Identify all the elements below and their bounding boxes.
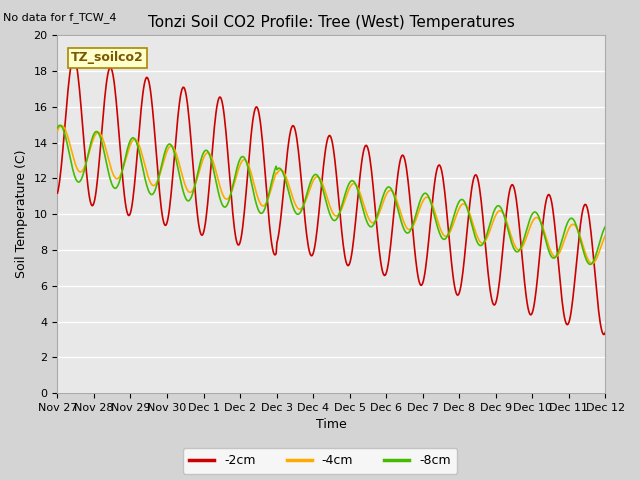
-8cm xyxy=(120,158,128,164)
-8cm xyxy=(415,202,422,208)
-8cm xyxy=(176,175,184,181)
-4cm xyxy=(120,161,128,167)
-2cm xyxy=(602,329,609,335)
-4cm xyxy=(58,123,65,129)
-4cm xyxy=(415,209,422,215)
-4cm xyxy=(588,261,596,266)
-2cm xyxy=(63,95,71,100)
Line: -8cm: -8cm xyxy=(58,125,605,264)
Y-axis label: Soil Temperature (C): Soil Temperature (C) xyxy=(15,150,28,278)
X-axis label: Time: Time xyxy=(316,419,347,432)
-4cm xyxy=(54,128,61,134)
Line: -4cm: -4cm xyxy=(58,126,605,264)
-2cm xyxy=(415,277,422,283)
Line: -2cm: -2cm xyxy=(58,58,605,335)
-4cm xyxy=(64,135,72,141)
-8cm xyxy=(205,151,213,156)
-2cm xyxy=(70,55,78,60)
-2cm xyxy=(205,185,213,191)
-8cm xyxy=(64,145,72,151)
-4cm xyxy=(399,216,406,222)
-8cm xyxy=(602,224,609,229)
-2cm xyxy=(399,152,406,158)
-2cm xyxy=(176,96,184,101)
Text: TZ_soilco2: TZ_soilco2 xyxy=(71,51,144,64)
Title: Tonzi Soil CO2 Profile: Tree (West) Temperatures: Tonzi Soil CO2 Profile: Tree (West) Temp… xyxy=(148,15,515,30)
-2cm xyxy=(120,193,128,199)
-2cm xyxy=(600,332,608,337)
-8cm xyxy=(586,262,594,267)
-4cm xyxy=(205,150,213,156)
Text: No data for f_TCW_4: No data for f_TCW_4 xyxy=(3,12,116,23)
-4cm xyxy=(602,232,609,238)
-8cm xyxy=(399,223,406,229)
-8cm xyxy=(56,122,63,128)
-4cm xyxy=(176,164,184,170)
-2cm xyxy=(54,190,61,196)
Legend: -2cm, -4cm, -8cm: -2cm, -4cm, -8cm xyxy=(182,448,458,474)
-8cm xyxy=(54,125,61,131)
